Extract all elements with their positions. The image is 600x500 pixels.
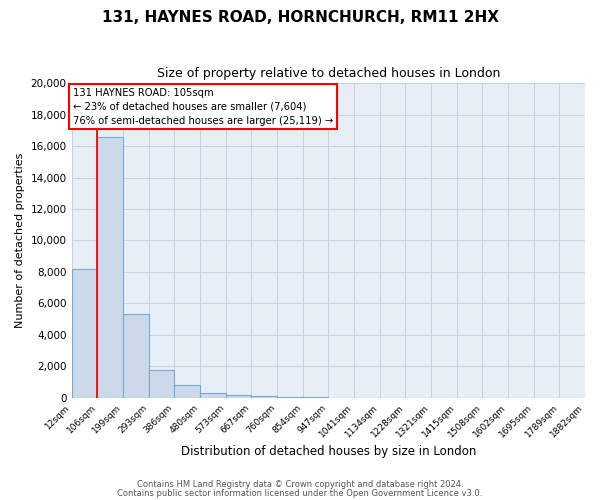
- Title: Size of property relative to detached houses in London: Size of property relative to detached ho…: [157, 68, 500, 80]
- Text: Contains public sector information licensed under the Open Government Licence v3: Contains public sector information licen…: [118, 488, 482, 498]
- Bar: [149, 370, 174, 398]
- Bar: [174, 386, 200, 398]
- Y-axis label: Number of detached properties: Number of detached properties: [15, 153, 25, 328]
- Bar: [251, 396, 277, 398]
- Bar: [71, 269, 97, 398]
- Bar: [200, 393, 226, 398]
- Bar: [226, 395, 251, 398]
- Bar: [303, 397, 328, 398]
- Text: 131, HAYNES ROAD, HORNCHURCH, RM11 2HX: 131, HAYNES ROAD, HORNCHURCH, RM11 2HX: [101, 10, 499, 25]
- Bar: [277, 396, 303, 398]
- Text: Contains HM Land Registry data © Crown copyright and database right 2024.: Contains HM Land Registry data © Crown c…: [137, 480, 463, 489]
- Text: 131 HAYNES ROAD: 105sqm
← 23% of detached houses are smaller (7,604)
76% of semi: 131 HAYNES ROAD: 105sqm ← 23% of detache…: [73, 88, 333, 126]
- Bar: [123, 314, 149, 398]
- Bar: [97, 136, 123, 398]
- X-axis label: Distribution of detached houses by size in London: Distribution of detached houses by size …: [181, 444, 476, 458]
